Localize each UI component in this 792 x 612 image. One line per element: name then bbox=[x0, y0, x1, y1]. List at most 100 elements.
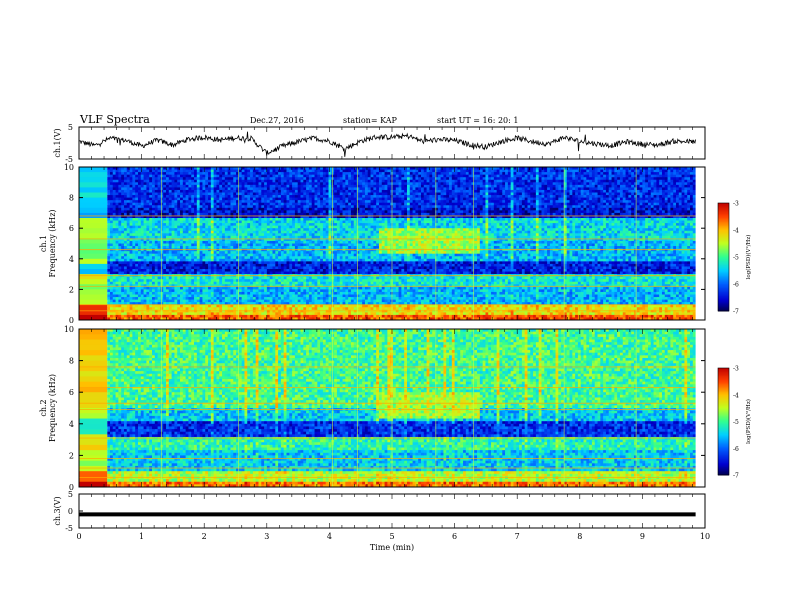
spectrogram-cell bbox=[188, 221, 191, 224]
spectrogram-cell bbox=[258, 226, 261, 229]
spectrogram-cell bbox=[186, 264, 189, 267]
spectrogram-cell bbox=[242, 312, 245, 315]
spectrogram-cell bbox=[287, 218, 290, 221]
spectrogram-cell bbox=[141, 287, 144, 290]
spectrogram-cell bbox=[233, 195, 236, 198]
spectrogram-cell bbox=[244, 310, 247, 313]
spectrogram-cell bbox=[278, 195, 281, 198]
spectrogram-cell bbox=[197, 226, 200, 229]
spectrogram-cell bbox=[146, 193, 149, 196]
spectrogram-cell bbox=[295, 315, 298, 318]
spectrogram-cell bbox=[329, 277, 332, 280]
spectrogram-cell bbox=[222, 282, 225, 285]
spectrogram-cell bbox=[334, 205, 337, 208]
spectrogram-cell bbox=[258, 177, 261, 180]
spectrogram-cell bbox=[258, 292, 261, 295]
spectrogram-cell bbox=[202, 233, 205, 236]
spectrogram-cell bbox=[323, 307, 326, 310]
spectrogram-cell bbox=[239, 261, 242, 264]
spectrogram-cell bbox=[110, 172, 113, 175]
spectrogram-cell bbox=[163, 198, 166, 201]
spectrogram-cell bbox=[275, 172, 278, 175]
spectrogram-cell bbox=[287, 241, 290, 244]
spectrogram-cell bbox=[138, 175, 141, 178]
spectrogram-cell bbox=[177, 233, 180, 236]
spectrogram-cell bbox=[186, 223, 189, 226]
spectrogram-cell bbox=[284, 256, 287, 259]
spectrogram-cell bbox=[272, 277, 275, 280]
spectrogram-cell bbox=[183, 175, 186, 178]
spectrogram-cell bbox=[130, 312, 133, 315]
spectrogram-cell bbox=[219, 289, 222, 292]
spectrogram-cell bbox=[107, 277, 110, 280]
spectrogram-cell bbox=[312, 241, 315, 244]
spectrogram-cell bbox=[242, 297, 245, 300]
spectrogram-cell bbox=[113, 251, 116, 254]
spectrogram-cell bbox=[132, 246, 135, 249]
spectrogram-cell bbox=[110, 312, 113, 315]
spectrogram-cell bbox=[247, 190, 250, 193]
spectrogram-cell bbox=[222, 208, 225, 211]
spectrogram-cell bbox=[174, 282, 177, 285]
spectrogram-cell bbox=[202, 289, 205, 292]
spectrogram-cell bbox=[256, 244, 259, 247]
spectrogram-cell bbox=[278, 221, 281, 224]
spectrogram-cell bbox=[205, 312, 208, 315]
spectrogram-cell bbox=[303, 218, 306, 221]
spectrogram-cell bbox=[230, 213, 233, 216]
spectrogram-cell bbox=[194, 292, 197, 295]
spectrogram-cell bbox=[289, 195, 292, 198]
spectrogram-cell bbox=[180, 208, 183, 211]
spectrogram-cell bbox=[152, 312, 155, 315]
spectrogram-cell bbox=[253, 231, 256, 234]
spectrogram-cell bbox=[289, 292, 292, 295]
spectrogram-cell bbox=[110, 284, 113, 287]
spectrogram-cell bbox=[110, 297, 113, 300]
spectrogram-cell bbox=[211, 198, 214, 201]
spectrogram-cell bbox=[272, 210, 275, 213]
spectrogram-cell bbox=[186, 233, 189, 236]
spectrogram-cell bbox=[183, 233, 186, 236]
spectrogram-cell bbox=[186, 182, 189, 185]
spectrogram-cell bbox=[200, 185, 203, 188]
spectrogram-cell bbox=[298, 244, 301, 247]
spectrogram-cell bbox=[306, 266, 309, 269]
spectrogram-cell bbox=[242, 254, 245, 257]
spectrogram-cell bbox=[121, 312, 124, 315]
spectrogram-cell bbox=[180, 284, 183, 287]
spectrogram-cell bbox=[323, 254, 326, 257]
spectrogram-cell bbox=[230, 236, 233, 239]
spectrogram-cell bbox=[202, 259, 205, 262]
spectrogram-cell bbox=[144, 264, 147, 267]
spectrogram-cell bbox=[284, 297, 287, 300]
spectrogram-cell bbox=[155, 312, 158, 315]
spectrogram-cell bbox=[155, 228, 158, 231]
spectrogram-cell bbox=[331, 256, 334, 259]
spectrogram-cell bbox=[130, 172, 133, 175]
spectrogram-cell bbox=[230, 246, 233, 249]
spectrogram-cell bbox=[216, 264, 219, 267]
spectrogram-cell bbox=[208, 228, 211, 231]
spectrogram-cell bbox=[110, 241, 113, 244]
spectrogram-cell bbox=[270, 246, 273, 249]
spectrogram-cell bbox=[163, 254, 166, 257]
spectrogram-cell bbox=[183, 292, 186, 295]
spectrogram-cell bbox=[261, 297, 264, 300]
spectrogram-cell bbox=[326, 218, 329, 221]
spectrogram-cell bbox=[267, 221, 270, 224]
spectrogram-cell bbox=[113, 266, 116, 269]
spectrogram-cell bbox=[208, 315, 211, 318]
spectrogram-cell bbox=[230, 297, 233, 300]
spectrogram-cell bbox=[146, 272, 149, 275]
spectrogram-cell bbox=[270, 307, 273, 310]
spectrogram-cell bbox=[292, 261, 295, 264]
spectrogram-cell bbox=[225, 246, 228, 249]
spectrogram-cell bbox=[230, 170, 233, 173]
spectrogram-cell bbox=[149, 200, 152, 203]
spectrogram-cell bbox=[287, 182, 290, 185]
spectrogram-cell bbox=[135, 180, 138, 183]
spectrogram-cell bbox=[219, 226, 222, 229]
spectrogram-cell bbox=[191, 190, 194, 193]
spectrogram-cell bbox=[331, 195, 334, 198]
spectrogram-cell bbox=[261, 264, 264, 267]
